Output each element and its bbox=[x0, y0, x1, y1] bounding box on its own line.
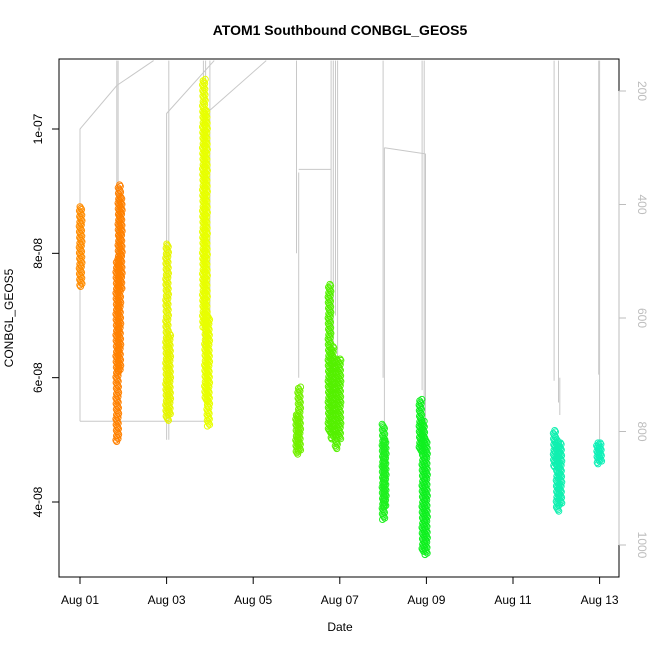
x-tick-label: Aug 13 bbox=[581, 593, 619, 607]
x-tick-label: Aug 11 bbox=[494, 593, 531, 607]
y-tick-label: 1e-07 bbox=[31, 113, 45, 144]
data-point bbox=[76, 281, 84, 289]
data-point bbox=[555, 507, 563, 515]
data-point bbox=[336, 433, 344, 441]
data-point bbox=[116, 286, 124, 294]
x-tick-label: Aug 07 bbox=[321, 593, 359, 607]
y-right-tick-label: 200 bbox=[635, 81, 649, 101]
data-point bbox=[166, 410, 174, 418]
data-point bbox=[112, 436, 120, 444]
y-right-tick-label: 800 bbox=[635, 421, 649, 441]
data-point bbox=[597, 456, 605, 464]
data-point bbox=[556, 501, 564, 508]
y-tick-label: 4e-08 bbox=[31, 486, 45, 517]
y-axis-right: 200 400 600 800 1000 bbox=[618, 81, 649, 559]
flight-track-line bbox=[209, 60, 267, 111]
data-point bbox=[294, 447, 302, 455]
data-point bbox=[598, 457, 606, 465]
data-point bbox=[166, 409, 174, 416]
y-right-tick-label: 1000 bbox=[635, 532, 649, 559]
plot-frame bbox=[58, 58, 620, 578]
data-point bbox=[332, 443, 340, 451]
x-axis-label: Date bbox=[327, 620, 353, 634]
y-right-tick-label: 600 bbox=[635, 308, 649, 328]
data-point bbox=[113, 438, 121, 445]
y-axis-left: 4e-08 6e-08 8e-08 1e-07 bbox=[31, 113, 60, 517]
data-point bbox=[77, 283, 85, 290]
data-point bbox=[380, 503, 388, 511]
data-point bbox=[337, 435, 345, 443]
x-tick-label: Aug 09 bbox=[407, 593, 445, 607]
flight-track-line bbox=[80, 60, 215, 422]
chart-title: ATOM1 Southbound CONBGL_GEOS5 bbox=[213, 22, 468, 38]
data-point bbox=[333, 445, 341, 453]
flight-track-line bbox=[384, 147, 426, 155]
x-tick-label: Aug 01 bbox=[61, 593, 99, 607]
data-point bbox=[379, 516, 386, 523]
x-tick-label: Aug 05 bbox=[234, 593, 272, 607]
x-tick-label: Aug 03 bbox=[148, 593, 186, 607]
data-point bbox=[165, 416, 172, 424]
data-point bbox=[203, 422, 211, 430]
y-right-tick-label: 400 bbox=[635, 194, 649, 214]
y-tick-label: 6e-08 bbox=[31, 362, 45, 393]
data-point bbox=[114, 367, 122, 375]
y-axis-label: CONBGL_GEOS5 bbox=[2, 268, 16, 367]
y-tick-label: 8e-08 bbox=[31, 238, 45, 269]
x-axis: Aug 01 Aug 03 Aug 05 Aug 07 Aug 09 Aug 11 Aug … bbox=[61, 576, 619, 607]
data-point bbox=[421, 551, 429, 559]
data-points bbox=[75, 75, 606, 559]
